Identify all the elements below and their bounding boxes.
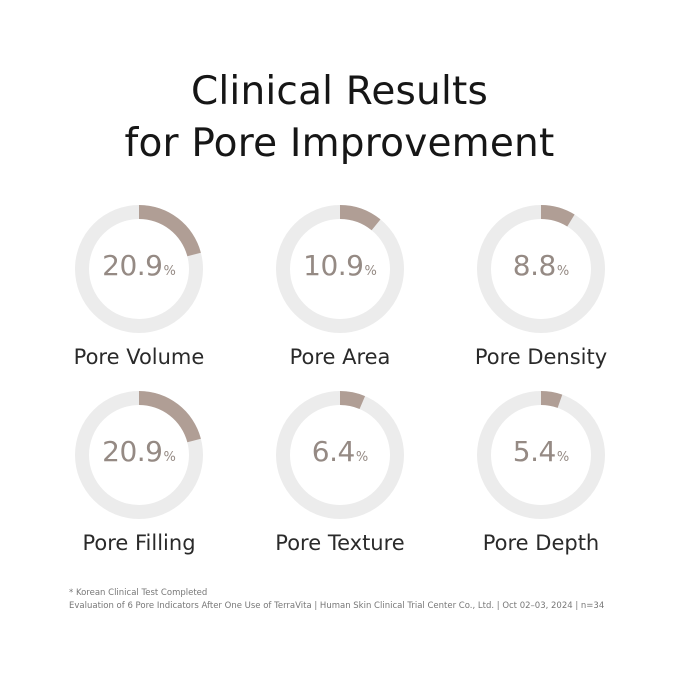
percent-unit: % [364, 264, 377, 279]
donut-chart [75, 205, 203, 333]
value-number: 20.9 [102, 249, 163, 282]
value-label: 10.9% [240, 252, 440, 280]
value-number: 8.8 [512, 249, 557, 282]
metric-label: Pore Area [289, 345, 391, 369]
donut-arc [139, 205, 201, 257]
value-number: 5.4 [512, 435, 557, 468]
footnote-line-1: * Korean Clinical Test Completed [69, 588, 208, 598]
page-title-line-2: for Pore Improvement [124, 121, 555, 166]
value-label: 6.4% [240, 438, 440, 466]
value-number: 20.9 [102, 435, 163, 468]
footnote-line-2: Evaluation of 6 Pore Indicators After On… [69, 601, 605, 611]
donut-arc [340, 391, 366, 409]
value-label: 8.8% [441, 252, 641, 280]
percent-unit: % [163, 264, 176, 279]
metric-label: Pore Filling [82, 531, 196, 555]
donut-chart [75, 391, 203, 519]
donut-chart [477, 391, 605, 519]
metric-label: Pore Density [474, 345, 608, 369]
donut-arc [541, 391, 563, 408]
donut-arc [139, 391, 201, 443]
value-label: 5.4% [441, 438, 641, 466]
donut-chart [477, 205, 605, 333]
value-number: 10.9 [303, 249, 364, 282]
page-title-line-1: Clinical Results [190, 69, 489, 114]
donut-arc [340, 205, 381, 231]
percent-unit: % [556, 264, 570, 279]
metric-label: Pore Depth [482, 531, 600, 555]
percent-unit: % [556, 450, 570, 465]
percent-unit: % [163, 450, 176, 465]
percent-unit: % [355, 450, 369, 465]
value-number: 6.4 [311, 435, 356, 468]
value-label: 20.9% [39, 438, 239, 466]
metric-label: Pore Volume [73, 345, 205, 369]
donut-chart [276, 391, 404, 519]
value-label: 20.9% [39, 252, 239, 280]
metric-label: Pore Texture [275, 531, 405, 555]
donut-chart [276, 205, 404, 333]
donut-arc [541, 205, 575, 227]
